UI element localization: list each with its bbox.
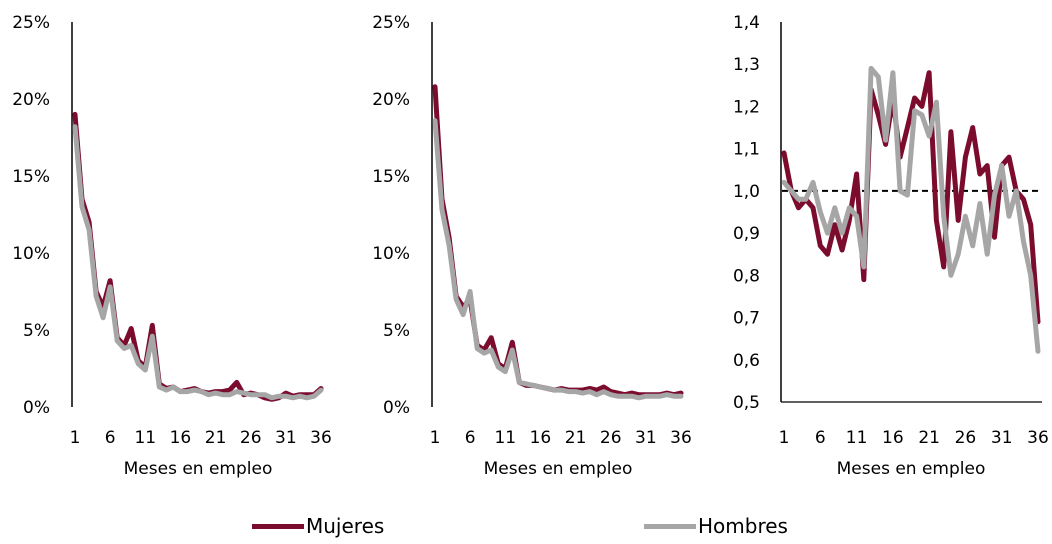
y-tick-label: 10% <box>372 244 410 264</box>
y-tick-label: 20% <box>372 90 410 110</box>
x-tick-label: 26 <box>600 428 622 448</box>
series-line-mujeres <box>432 84 684 398</box>
legend-label-mujeres: Mujeres <box>306 514 385 538</box>
x-axis-label: Meses en empleo <box>837 459 986 479</box>
y-tick-label: 25% <box>12 13 50 33</box>
y-tick-label: 1,1 <box>733 140 760 160</box>
series-line-mujeres <box>72 111 324 402</box>
x-tick-label: 21 <box>565 428 587 448</box>
x-tick-label: 1 <box>70 428 81 448</box>
series-line-mujeres <box>781 70 1041 325</box>
x-axis-label: Meses en empleo <box>124 459 273 479</box>
x-tick-label: 21 <box>205 428 227 448</box>
y-tick-label: 0,7 <box>733 309 760 329</box>
x-tick-label: 26 <box>955 428 977 448</box>
series-line-hombres <box>432 118 684 401</box>
y-tick-label: 0% <box>383 398 410 418</box>
legend: Mujeres Hombres <box>0 514 1052 544</box>
x-tick-label: 36 <box>310 428 332 448</box>
y-tick-label: 15% <box>12 167 50 187</box>
series-line-hombres <box>781 65 1041 354</box>
y-tick-label: 0,6 <box>733 351 760 371</box>
y-tick-label: 25% <box>372 13 410 33</box>
x-tick-label: 11 <box>494 428 516 448</box>
y-tick-label: 0% <box>23 398 50 418</box>
legend-label-hombres: Hombres <box>698 514 788 538</box>
y-tick-label: 15% <box>372 167 410 187</box>
x-tick-label: 21 <box>918 428 940 448</box>
x-tick-label: 31 <box>275 428 297 448</box>
legend-swatch-mujeres <box>252 523 304 529</box>
legend-swatch-hombres <box>644 523 696 529</box>
y-tick-label: 1,4 <box>733 13 760 33</box>
x-tick-label: 31 <box>991 428 1013 448</box>
y-tick-label: 1,3 <box>733 55 760 75</box>
x-tick-label: 11 <box>134 428 156 448</box>
x-tick-label: 36 <box>670 428 692 448</box>
y-tick-label: 10% <box>12 244 50 264</box>
legend-item-mujeres: Mujeres <box>252 514 384 538</box>
x-tick-label: 1 <box>430 428 441 448</box>
y-tick-label: 1,0 <box>733 182 760 202</box>
x-tick-label: 31 <box>635 428 657 448</box>
x-tick-label: 11 <box>846 428 868 448</box>
y-tick-label: 0,5 <box>733 393 760 413</box>
x-tick-label: 16 <box>882 428 904 448</box>
y-tick-label: 0,8 <box>733 266 760 286</box>
y-tick-label: 5% <box>383 321 410 341</box>
x-tick-label: 6 <box>815 428 826 448</box>
x-tick-label: 16 <box>530 428 552 448</box>
x-tick-label: 16 <box>170 428 192 448</box>
x-tick-label: 26 <box>240 428 262 448</box>
y-tick-label: 5% <box>23 321 50 341</box>
x-tick-label: 36 <box>1027 428 1049 448</box>
panel-ratio: 0,50,60,70,80,91,01,11,21,31,41 6 11 16 21 26… <box>733 13 1049 479</box>
y-tick-label: 0,9 <box>733 224 760 244</box>
x-tick-label: 6 <box>465 428 476 448</box>
x-axis-label: Meses en empleo <box>484 459 633 479</box>
x-tick-label: 1 <box>779 428 790 448</box>
legend-item-hombres: Hombres <box>644 514 788 538</box>
y-tick-label: 1,2 <box>733 97 760 117</box>
x-tick-label: 6 <box>105 428 116 448</box>
y-tick-label: 20% <box>12 90 50 110</box>
series-line-hombres <box>72 124 324 401</box>
